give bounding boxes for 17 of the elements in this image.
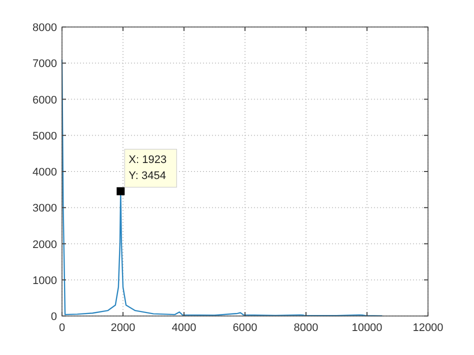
- x-tick-label: 0: [58, 322, 66, 334]
- y-tick-label: 4000: [32, 166, 57, 178]
- y-tick-label: 5000: [32, 130, 57, 142]
- x-tick-label: 4000: [172, 322, 196, 334]
- x-tick-label: 2000: [110, 322, 136, 334]
- annotation: X: 1923 Y: 3454: [128, 154, 167, 182]
- x-tick-label: 6000: [232, 322, 258, 334]
- x-tick-label: 10000: [352, 322, 382, 334]
- y-tick-label: 2000: [32, 238, 57, 251]
- y-tick-label: 3000: [32, 202, 57, 215]
- y-tick-label: 7000: [32, 58, 57, 70]
- y-tick-label: 1000: [32, 274, 57, 287]
- x-tick-label: 8000: [294, 322, 318, 334]
- y-tick-label: 6000: [32, 94, 57, 106]
- x-tick-label: 12000: [412, 322, 444, 334]
- y-tick-label: 8000: [32, 22, 57, 34]
- y-tick-label: 0: [50, 311, 57, 323]
